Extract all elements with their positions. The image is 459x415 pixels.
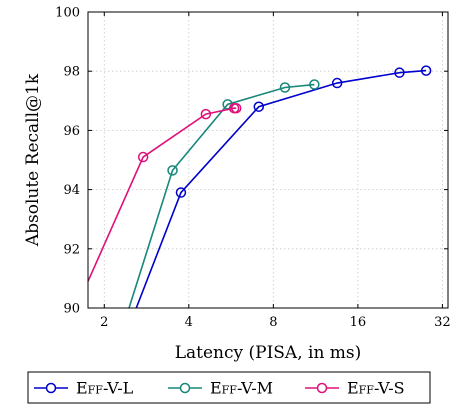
x-tick-label: 4 (185, 315, 193, 330)
legend-swatch-marker (316, 382, 328, 394)
x-tick-label: 16 (350, 315, 367, 330)
data-point (279, 82, 291, 93)
x-tick-label: 8 (269, 315, 277, 330)
y-tick-label: 100 (55, 6, 80, 21)
data-point (253, 101, 265, 112)
legend-label: Eff-V-L (76, 379, 134, 398)
x-axis-label: Latency (PISA, in ms) (175, 343, 362, 363)
data-point (167, 165, 178, 176)
plot-frame (87, 11, 449, 309)
data-point (331, 77, 343, 89)
y-tick-label: 92 (63, 242, 80, 257)
data-point (200, 108, 212, 120)
legend-swatch-marker (179, 382, 191, 394)
x-tick-label: 2 (100, 315, 108, 330)
data-point (230, 102, 242, 114)
series-line-2 (87, 107, 237, 282)
legend-label: Eff-V-M (210, 379, 273, 398)
y-axis-label: Absolute Recall@1k (23, 73, 43, 247)
legend-box (27, 371, 431, 404)
data-point (175, 187, 187, 198)
x-tick-labels: 2 4 8 16 32 (100, 315, 451, 330)
axis-ticks (88, 11, 448, 309)
data-point (394, 67, 405, 78)
data-point (420, 65, 432, 76)
data-point (309, 79, 320, 90)
series-line-1 (128, 83, 315, 309)
y-tick-labels: 90 92 94 96 98 100 (55, 6, 80, 317)
y-tick-label: 98 (63, 65, 80, 80)
legend: Eff-V-L Eff-V-M Eff-V-S (27, 371, 431, 404)
y-tick-label: 96 (63, 124, 80, 139)
x-tick-label: 32 (434, 315, 451, 330)
data-point (137, 151, 149, 163)
y-tick-label: 94 (63, 183, 80, 198)
legend-swatch-marker (45, 382, 57, 394)
y-tick-label: 90 (63, 302, 80, 317)
legend-label: Eff-V-S (347, 379, 405, 398)
series-lines (87, 65, 432, 309)
